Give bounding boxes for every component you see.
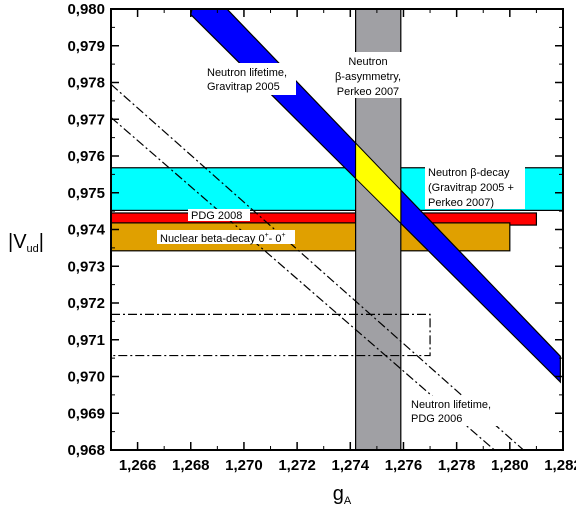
y-axis-title-end: | bbox=[39, 231, 44, 253]
x-tick-label-1: 1,268 bbox=[172, 457, 210, 474]
y-tick-label-8: 0,976 bbox=[67, 148, 105, 165]
x-tick-label-7: 1,280 bbox=[491, 457, 529, 474]
y-axis-title-main: |V bbox=[8, 231, 27, 253]
y-tick-label-5: 0,973 bbox=[67, 258, 105, 275]
svg-text:Perkeo 2007): Perkeo 2007) bbox=[428, 197, 494, 209]
annotation-perkeo: Neutron β-asymmetry, Perkeo 2007 bbox=[334, 52, 404, 98]
svg-text:(Gravitrap 2005 +: (Gravitrap 2005 + bbox=[428, 182, 514, 194]
annotation-nuclear-mid: - 0 bbox=[269, 233, 282, 245]
svg-text:Perkeo 2007: Perkeo 2007 bbox=[337, 86, 399, 98]
x-tick-label-5: 1,276 bbox=[385, 457, 423, 474]
x-tick-label-3: 1,272 bbox=[278, 457, 316, 474]
y-tick-label-7: 0,975 bbox=[67, 185, 105, 202]
svg-text:Neutron lifetime,: Neutron lifetime, bbox=[411, 399, 491, 411]
annotation-neutron-beta-line3: Perkeo 2007) bbox=[428, 197, 494, 209]
y-tick-label-2: 0,970 bbox=[67, 369, 105, 386]
annotation-gravitrap-line1: Neutron lifetime, bbox=[207, 67, 287, 79]
svg-text:Neutron β-decay: Neutron β-decay bbox=[428, 167, 510, 179]
x-axis-title: gA bbox=[333, 483, 352, 507]
x-tick-label-6: 1,278 bbox=[438, 457, 476, 474]
y-tick-label-4: 0,972 bbox=[67, 295, 105, 312]
annotation-pdg2008-text: PDG 2008 bbox=[191, 210, 242, 222]
y-tick-label-10: 0,978 bbox=[67, 75, 105, 92]
annotation-pdg2006-line2: PDG 2006 bbox=[411, 413, 462, 425]
annotation-gravitrap-line2: Gravitrap 2005 bbox=[207, 81, 280, 93]
svg-text:Neutron: Neutron bbox=[348, 56, 387, 68]
y-tick-label-1: 0,969 bbox=[67, 405, 105, 422]
annotation-perkeo-line3: Perkeo 2007 bbox=[337, 86, 399, 98]
annotation-neutron-beta-line2: (Gravitrap 2005 + bbox=[428, 182, 514, 194]
x-tick-label-4: 1,274 bbox=[332, 457, 370, 474]
annotation-gravitrap: Neutron lifetime, Gravitrap 2005 bbox=[204, 63, 296, 95]
annotation-nuclear-text: Nuclear beta-decay 0 bbox=[160, 233, 265, 245]
y-tick-label-6: 0,974 bbox=[67, 222, 105, 239]
y-tick-label-9: 0,977 bbox=[67, 111, 105, 128]
annotation-perkeo-line2: β-asymmetry, bbox=[335, 71, 401, 83]
x-tick-label-0: 1,266 bbox=[119, 457, 157, 474]
x-tick-label-8: 1,282 bbox=[544, 457, 576, 474]
svg-text:PDG 2008: PDG 2008 bbox=[191, 210, 242, 222]
x-axis-title-main: g bbox=[333, 483, 344, 505]
annotation-nuclear-sup2: + bbox=[282, 232, 286, 239]
svg-text:PDG 2006: PDG 2006 bbox=[411, 413, 462, 425]
svg-text:Gravitrap 2005: Gravitrap 2005 bbox=[207, 81, 280, 93]
y-tick-label-3: 0,971 bbox=[67, 332, 105, 349]
x-axis-title-sub: A bbox=[344, 495, 352, 507]
annotation-perkeo-line1: Neutron bbox=[348, 56, 387, 68]
annotation-pdg2006: Neutron lifetime, PDG 2006 bbox=[408, 396, 500, 426]
y-axis-title: |Vud| bbox=[8, 231, 44, 255]
x-tick-label-2: 1,270 bbox=[225, 457, 263, 474]
annotation-neutron-beta-line1: Neutron β-decay bbox=[428, 167, 510, 179]
annotation-nuclear: Nuclear beta-decay 0+- 0+ bbox=[157, 230, 295, 245]
y-tick-label-0: 0,968 bbox=[67, 442, 105, 459]
y-tick-label-12: 0,980 bbox=[67, 1, 105, 18]
svg-text:Neutron lifetime,: Neutron lifetime, bbox=[207, 67, 287, 79]
y-tick-label-11: 0,979 bbox=[67, 38, 105, 55]
y-axis-title-sub: ud bbox=[27, 243, 39, 255]
svg-text:β-asymmetry,: β-asymmetry, bbox=[335, 71, 401, 83]
annotation-neutron-beta: Neutron β-decay (Gravitrap 2005 + Perkeo… bbox=[425, 163, 525, 209]
annotation-pdg2008: PDG 2008 bbox=[188, 209, 250, 222]
annotation-pdg2006-line1: Neutron lifetime, bbox=[411, 399, 491, 411]
